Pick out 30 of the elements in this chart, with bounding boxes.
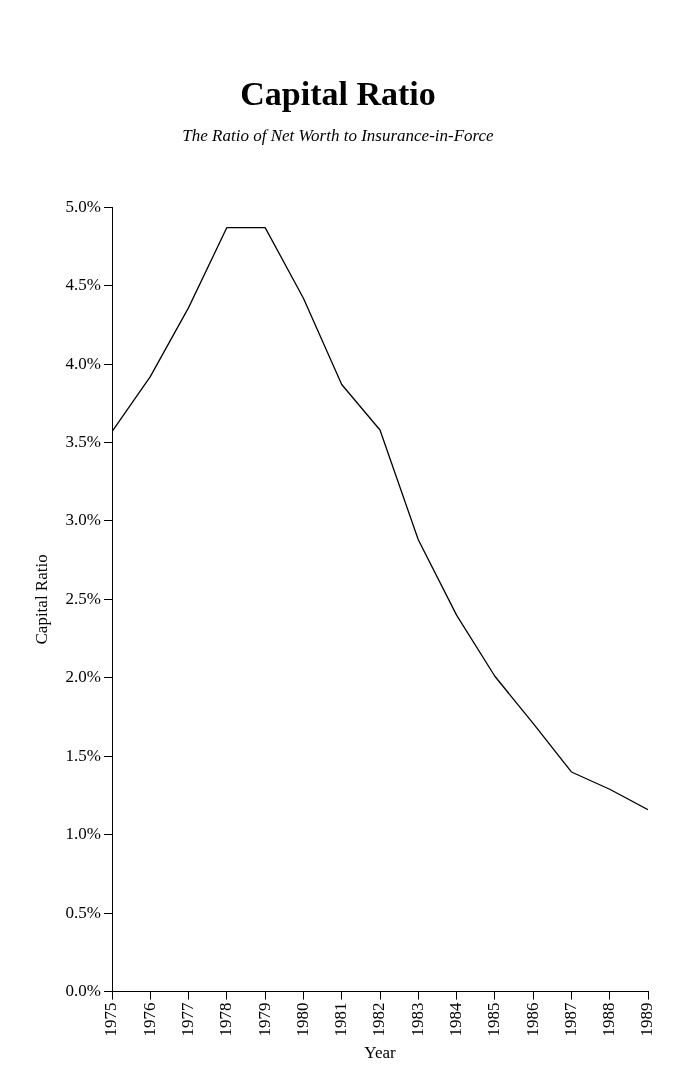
x-tick-label: 1976 [139, 1002, 159, 1037]
x-axis-title: Year [364, 1043, 396, 1063]
x-tick-label: 1984 [446, 1002, 466, 1037]
x-tick-label: 1982 [369, 1002, 389, 1037]
x-tick-label: 1987 [560, 1002, 580, 1037]
y-tick-label: 0.5% [65, 902, 101, 922]
y-tick-label: 3.0% [65, 510, 101, 530]
y-tick-label: 3.5% [65, 431, 101, 451]
x-tick-label: 1988 [599, 1002, 619, 1037]
x-tick-label: 1979 [254, 1002, 274, 1037]
x-tick-label: 1975 [101, 1002, 121, 1037]
x-tick-label: 1977 [178, 1002, 198, 1037]
x-tick-label: 1985 [484, 1002, 504, 1037]
x-tick-label: 1986 [522, 1002, 542, 1037]
y-tick-label: 1.5% [65, 745, 101, 765]
x-tick-label: 1989 [637, 1002, 657, 1037]
x-tick-label: 1978 [216, 1002, 236, 1037]
y-tick-label: 2.0% [65, 667, 101, 687]
y-tick-label: 4.0% [65, 353, 101, 373]
y-tick-label: 4.5% [65, 275, 101, 295]
y-tick-label: 0.0% [65, 981, 101, 1001]
y-axis-title: Capital Ratio [31, 554, 51, 645]
x-tick-label: 1983 [407, 1002, 427, 1037]
y-tick-label: 1.0% [65, 824, 101, 844]
chart-subtitle: The Ratio of Net Worth to Insurance-in-Force [182, 126, 495, 146]
x-tick-label: 1981 [331, 1002, 351, 1037]
y-tick-label: 5.0% [65, 196, 101, 216]
y-tick-label: 2.5% [65, 588, 101, 608]
chart-title: Capital Ratio [240, 75, 436, 113]
x-tick-label: 1980 [292, 1002, 312, 1037]
